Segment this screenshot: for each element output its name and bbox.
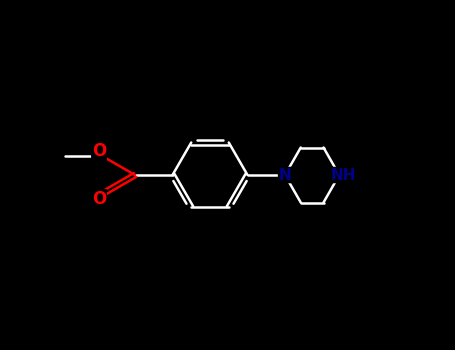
Text: O: O [92,190,106,208]
Text: N: N [278,168,291,182]
Text: NH: NH [330,168,356,182]
Text: O: O [92,142,106,160]
